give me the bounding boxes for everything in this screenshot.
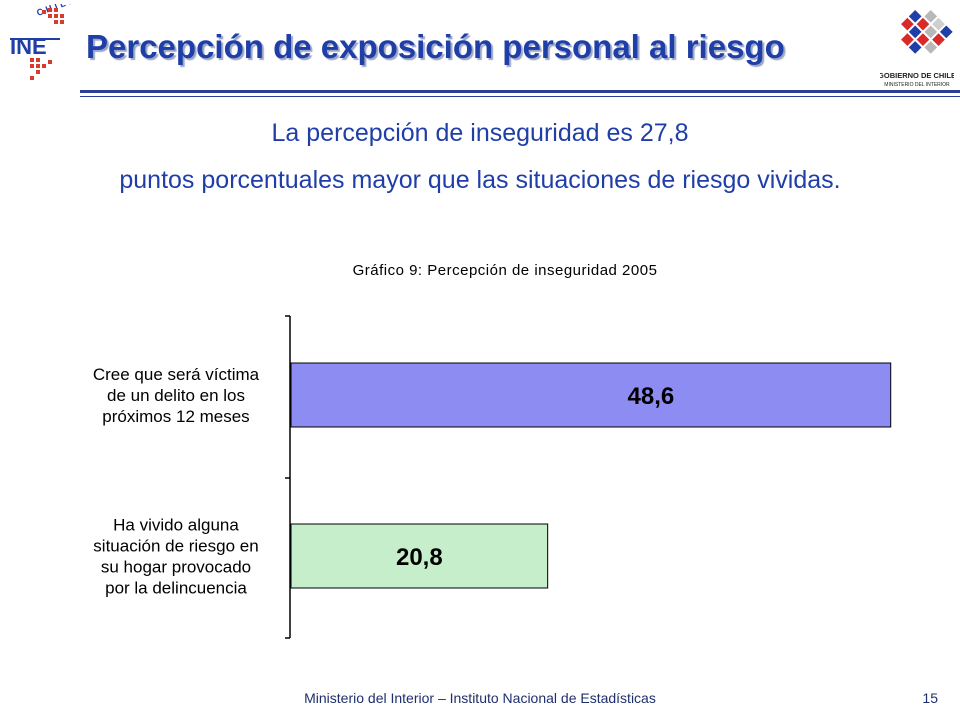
header-rule-thin — [80, 96, 960, 97]
page-title: Percepción de exposición personal al rie… — [86, 28, 785, 65]
category-label-1-line-0: Ha vivido alguna — [113, 516, 239, 535]
category-label-0-line-2: próximos 12 meses — [102, 407, 249, 426]
bar-value-label-1: 20,8 — [396, 544, 443, 571]
category-label-1-line-2: su hogar provocado — [101, 558, 251, 577]
chart-title: Gráfico 9: Percepción de inseguridad 200… — [353, 262, 658, 279]
page-number: 15 — [922, 690, 938, 706]
header-rule-thick — [80, 90, 960, 93]
ine-logo-text: INE — [10, 34, 47, 59]
subtitle-line2: puntos porcentuales mayor que las situac… — [119, 166, 841, 194]
category-label-1-line-3: por la delincuencia — [105, 579, 247, 598]
gobierno-de-chile-logo-icon: GOBIERNO DE CHILE MINISTERIO DEL INTERIO… — [880, 9, 954, 88]
category-label-1-line-1: situación de riesgo en — [93, 537, 258, 556]
category-label-0-line-1: de un delito en los — [107, 386, 245, 405]
bar-1 — [290, 523, 549, 589]
gov-logo-line1: GOBIERNO DE CHILE — [880, 71, 954, 80]
gov-logo-line2: MINISTERIO DEL INTERIOR — [884, 82, 950, 88]
category-label-0-line-0: Cree que será víctima — [93, 365, 260, 384]
ine-logo-icon: CHILE INE — [10, 4, 78, 80]
subtitle-line1: La percepción de inseguridad es 27,8 — [271, 119, 689, 147]
bar-chart: Gráfico 9: Percepción de inseguridad 200… — [93, 262, 892, 639]
bar-value-label-0: 48,6 — [628, 383, 675, 410]
footer-text: Ministerio del Interior – Instituto Naci… — [304, 690, 656, 706]
bar-0 — [290, 362, 892, 428]
